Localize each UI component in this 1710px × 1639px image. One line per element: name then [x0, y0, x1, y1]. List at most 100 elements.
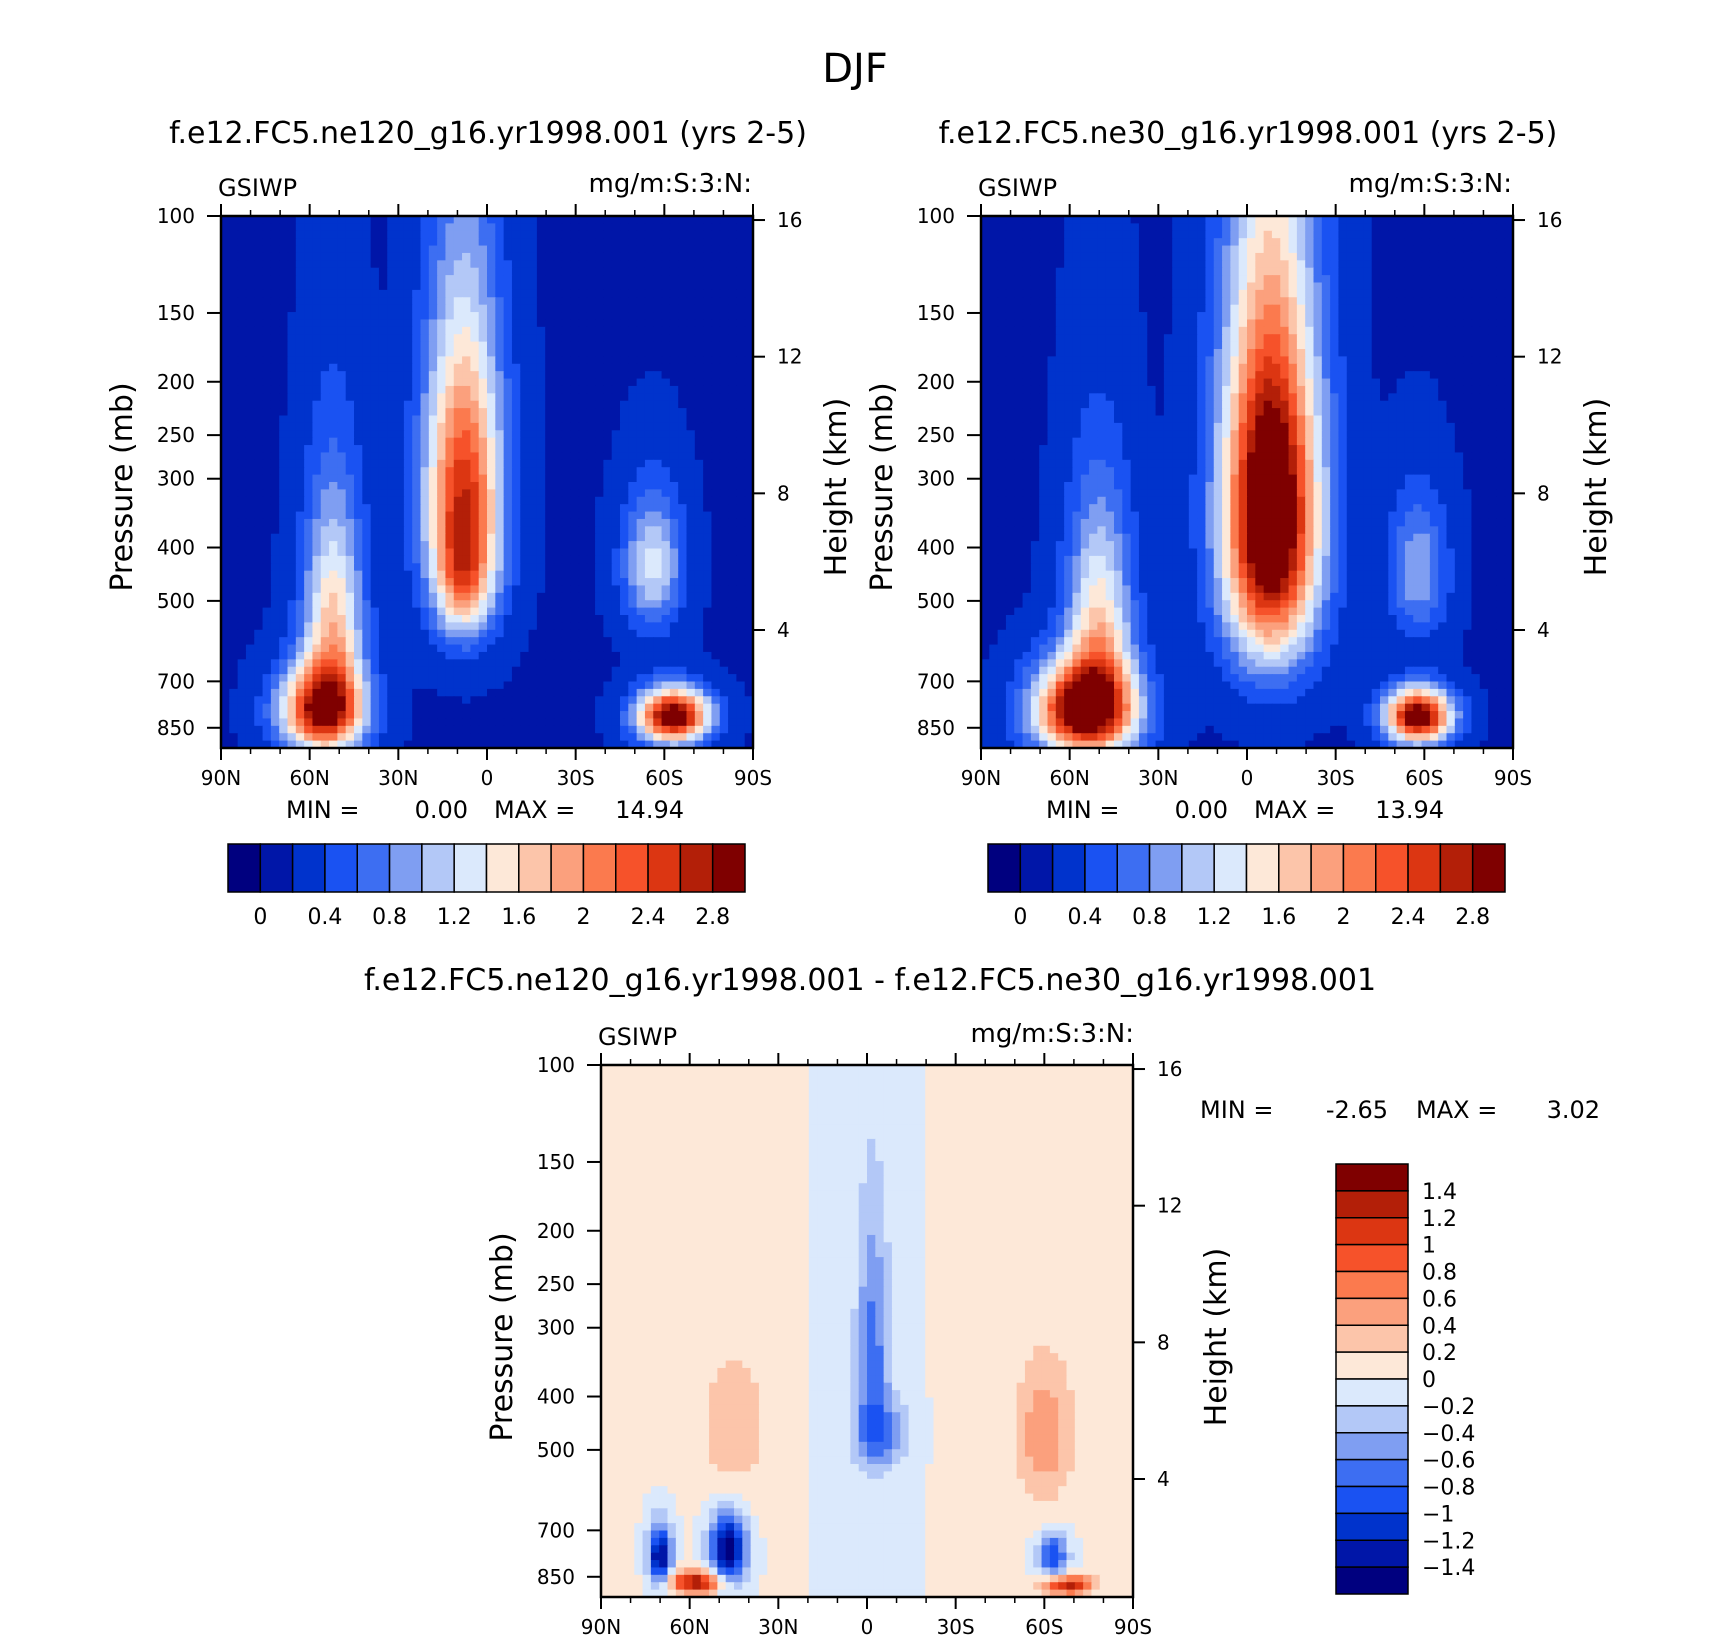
field-cell	[503, 260, 513, 269]
field-cell	[362, 659, 372, 668]
field-cell	[345, 371, 355, 380]
field-cell	[611, 681, 621, 690]
field-cell	[370, 326, 380, 335]
field-cell	[578, 349, 588, 357]
field-cell	[611, 422, 621, 431]
field-cell	[437, 312, 447, 321]
field-cell	[412, 555, 422, 564]
field-cell	[595, 459, 604, 468]
field-cell	[403, 385, 413, 394]
field-cell	[221, 725, 230, 734]
field-cell	[470, 482, 480, 490]
field-cell	[487, 733, 496, 742]
field-cell	[669, 216, 679, 224]
field-cell	[686, 555, 696, 564]
field-cell	[445, 393, 455, 402]
field-cell	[403, 393, 413, 402]
field-cell	[561, 341, 571, 350]
field-cell	[728, 666, 737, 675]
field-cell	[703, 223, 713, 232]
field-cell	[611, 489, 621, 498]
field-cell	[428, 592, 438, 601]
field-cell	[362, 703, 372, 712]
field-cell	[337, 238, 347, 247]
colorbar-swatch	[647, 843, 682, 893]
field-cell	[287, 518, 297, 527]
field-cell	[487, 637, 496, 646]
field-cell	[403, 400, 413, 409]
field-cell	[686, 585, 696, 594]
field-cell	[453, 666, 463, 675]
field-cell	[478, 696, 488, 705]
field-cell	[653, 312, 663, 321]
field-cell	[453, 674, 463, 683]
field-cell	[304, 644, 314, 653]
field-cell	[270, 541, 280, 550]
field-cell	[595, 252, 604, 261]
field-cell	[237, 415, 247, 424]
field-cell	[1355, 216, 1364, 224]
field-cell	[445, 238, 455, 247]
field-cell	[520, 430, 530, 439]
field-cell	[478, 504, 488, 513]
field-cell	[453, 408, 463, 417]
field-cell	[1488, 238, 1497, 247]
field-cell	[628, 674, 638, 683]
field-cell	[354, 230, 363, 239]
field-cell	[520, 570, 530, 579]
field-cell	[221, 467, 230, 476]
field-cell	[536, 349, 546, 357]
field-cell	[221, 711, 230, 720]
field-cell	[503, 703, 513, 712]
field-cell	[711, 733, 721, 742]
field-cell	[603, 437, 613, 446]
field-cell	[653, 659, 663, 668]
field-cell	[611, 711, 621, 720]
field-cell	[736, 711, 746, 720]
field-cell	[694, 430, 704, 439]
field-cell	[686, 644, 696, 653]
field-cell	[661, 644, 671, 653]
field-cell	[254, 371, 264, 380]
field-cell	[644, 518, 654, 527]
field-cell	[719, 371, 729, 380]
field-cell	[644, 659, 654, 668]
field-cell	[420, 260, 430, 269]
field-cell	[570, 445, 580, 454]
field-cell	[287, 711, 297, 720]
field-cell	[403, 312, 413, 321]
field-cell	[412, 592, 422, 601]
field-cell	[245, 489, 255, 498]
field-cell	[320, 349, 330, 357]
field-cell	[237, 437, 247, 446]
field-cell	[478, 644, 488, 653]
field-cell	[553, 459, 563, 468]
field-cell	[378, 548, 388, 557]
field-cell	[329, 289, 338, 298]
field-cell	[728, 644, 737, 653]
field-cell	[254, 437, 264, 446]
field-cell	[329, 703, 338, 712]
field-cell	[312, 555, 322, 564]
field-cell	[362, 585, 372, 594]
field-cell	[345, 334, 355, 343]
field-cell	[603, 312, 613, 321]
field-cell	[428, 563, 438, 572]
field-cell	[378, 474, 388, 483]
field-cell	[636, 518, 646, 527]
field-cell	[354, 216, 363, 224]
field-cell	[262, 341, 272, 350]
field-cell	[744, 725, 754, 734]
field-cell	[437, 385, 447, 394]
field-cell	[279, 474, 289, 483]
field-cell	[287, 681, 297, 690]
field-cell	[470, 289, 480, 298]
field-cell	[503, 570, 513, 579]
field-cell	[362, 666, 372, 675]
field-cell	[245, 644, 255, 653]
field-cell	[495, 651, 505, 660]
field-cell	[694, 275, 704, 284]
field-cell	[270, 622, 280, 631]
field-cell	[536, 437, 546, 446]
field-cell	[279, 607, 289, 616]
